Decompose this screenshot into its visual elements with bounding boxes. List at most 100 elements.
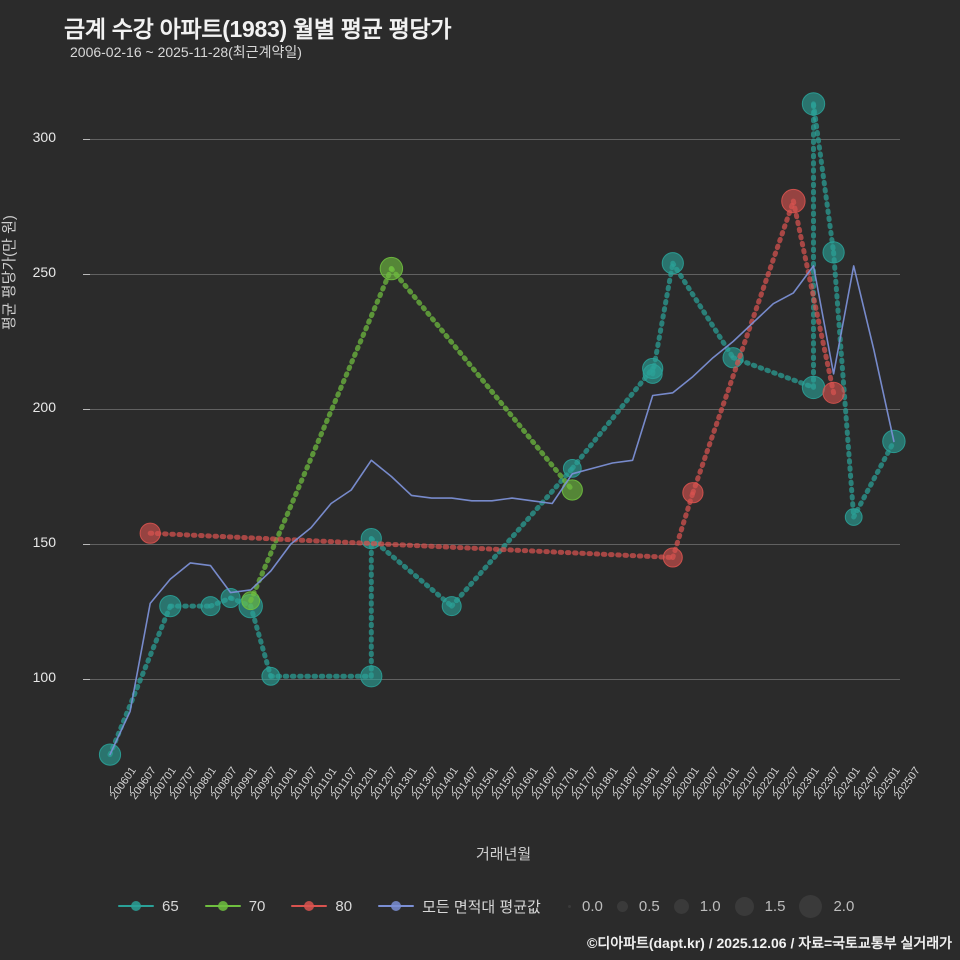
data-point[interactable] <box>360 665 383 688</box>
x-tick-mark <box>150 786 152 793</box>
legend-swatch-icon <box>291 899 328 913</box>
x-tick-mark <box>451 786 453 793</box>
legend-item-65[interactable]: 65 <box>118 898 179 915</box>
x-tick-mark <box>572 786 574 793</box>
data-point[interactable] <box>139 522 161 544</box>
x-tick-mark <box>471 786 473 793</box>
size-legend-label: 1.5 <box>764 897 786 915</box>
page-title: 금계 수강 아파트(1983) 월별 평균 평당가 <box>64 16 452 42</box>
data-point[interactable] <box>220 588 241 608</box>
data-point[interactable] <box>200 596 221 617</box>
y-tick-label: 150 <box>32 534 56 550</box>
y-tick-label: 300 <box>32 129 56 145</box>
series-dotted-connector <box>368 536 455 609</box>
size-legend-item: 0.5 <box>616 897 660 915</box>
series-dotted-connector <box>730 355 816 390</box>
y-tick-mark <box>83 409 90 410</box>
data-point[interactable] <box>682 482 704 504</box>
series-dotted-connector <box>831 249 857 520</box>
x-tick-mark <box>853 786 855 793</box>
x-tick-mark <box>833 786 835 793</box>
data-point[interactable] <box>781 188 806 214</box>
legend-swatch-icon <box>118 899 154 913</box>
y-tick-mark <box>83 274 90 275</box>
legend-label: 65 <box>162 897 179 915</box>
size-legend-label: 0.0 <box>582 897 603 915</box>
legend-item-70[interactable]: 70 <box>204 898 265 915</box>
legend-item-모든 면적대 평균값[interactable]: 모든 면적대 평균값 <box>378 896 541 917</box>
data-point[interactable] <box>822 241 845 264</box>
x-tick-mark <box>250 786 252 793</box>
x-tick-mark <box>652 786 654 793</box>
x-tick-mark <box>290 786 292 793</box>
series-dotted-connector <box>569 366 656 471</box>
x-axis-title: 거래년월 <box>476 846 532 863</box>
gridline <box>90 139 900 140</box>
y-tick-mark <box>83 679 90 680</box>
series-dotted-connector <box>690 198 796 496</box>
size-legend-label: 0.5 <box>638 897 660 915</box>
x-tick-mark <box>813 786 815 793</box>
gridline <box>90 679 900 680</box>
x-tick-mark <box>331 786 333 793</box>
gridline <box>90 274 900 275</box>
legend-label: 모든 면적대 평균값 <box>422 898 541 916</box>
legend-swatch-icon <box>204 899 241 913</box>
series-dotted-connector <box>790 198 837 396</box>
size-legend-label: 2.0 <box>833 897 855 915</box>
x-tick-mark <box>733 786 735 793</box>
series-dotted-connector <box>449 465 575 609</box>
data-point[interactable] <box>822 381 845 404</box>
y-tick-label: 250 <box>32 264 56 280</box>
data-point[interactable] <box>844 508 863 526</box>
series-dotted-connector <box>147 530 676 560</box>
x-tick-mark <box>713 786 714 793</box>
gridline <box>90 544 900 545</box>
x-tick-mark <box>612 786 614 793</box>
series-dotted-connector <box>388 266 575 493</box>
y-tick-label: 100 <box>32 669 56 685</box>
x-tick-mark <box>391 786 393 793</box>
x-tick-mark <box>270 786 272 793</box>
x-tick-mark <box>351 786 353 793</box>
data-point[interactable] <box>379 256 404 281</box>
size-legend-item: 1.0 <box>673 898 721 915</box>
x-tick-mark <box>210 786 212 793</box>
y-tick-mark <box>83 139 90 140</box>
data-point[interactable] <box>661 252 684 275</box>
x-tick-mark <box>592 786 594 793</box>
series-dotted-connector <box>670 260 736 361</box>
legend-swatch-icon <box>378 899 415 913</box>
data-point[interactable] <box>801 92 826 116</box>
data-point[interactable] <box>441 596 462 617</box>
size-legend-dot <box>734 896 754 916</box>
data-point[interactable] <box>801 375 826 400</box>
x-tick-mark <box>793 786 795 793</box>
plot-area <box>90 95 900 785</box>
size-legend-dot <box>673 898 689 914</box>
data-point[interactable] <box>662 547 683 568</box>
size-legend-dot <box>616 900 628 912</box>
gridline <box>90 409 900 410</box>
size-legend-item: 0.0 <box>568 898 603 915</box>
data-point[interactable] <box>159 595 182 618</box>
x-tick-mark <box>532 786 534 793</box>
series-dotted-connector <box>248 266 394 604</box>
data-point[interactable] <box>241 591 261 611</box>
x-tick-mark <box>672 786 674 793</box>
legend-label: 80 <box>335 897 353 915</box>
y-tick-label: 200 <box>32 399 56 415</box>
size-legend-dot <box>568 904 571 908</box>
data-point[interactable] <box>642 363 663 384</box>
x-tick-mark <box>431 786 433 793</box>
size-legend-item: 2.0 <box>799 894 855 918</box>
data-point[interactable] <box>261 666 281 686</box>
legend-item-80[interactable]: 80 <box>291 898 352 915</box>
page-subtitle: 2006-02-16 ~ 2025-11-28(최근계약일) <box>70 44 302 60</box>
series-dotted-connector <box>650 260 676 377</box>
data-point[interactable] <box>360 528 382 550</box>
x-tick-mark <box>893 786 895 793</box>
x-tick-mark <box>110 786 111 793</box>
